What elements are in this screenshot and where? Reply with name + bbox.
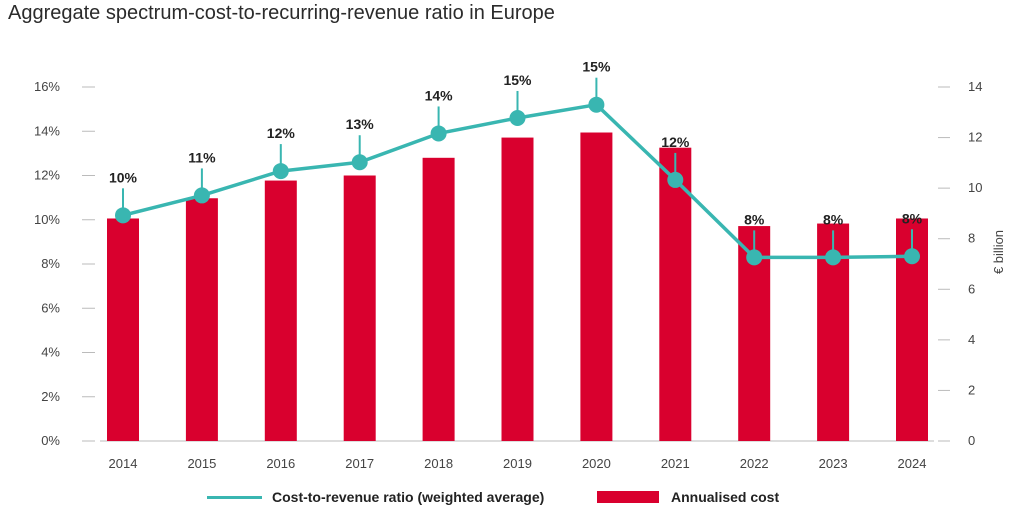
line-point	[193, 187, 210, 204]
bar	[264, 180, 297, 442]
left-tick-label: 0%	[41, 433, 60, 448]
bar	[343, 175, 376, 441]
line-point	[904, 248, 920, 265]
left-tick-label: 10%	[34, 212, 60, 227]
right-axis: 0 2 4 6 8 10 12 14	[938, 79, 982, 448]
x-tick-label: 2015	[187, 456, 216, 471]
x-tick-label: 2020	[582, 456, 611, 471]
legend-item-ratio: Cost-to-revenue ratio (weighted average)	[207, 486, 544, 508]
data-label: 8%	[902, 210, 923, 226]
legend-rect-swatch	[597, 491, 659, 503]
x-tick-label: 2017	[345, 456, 374, 471]
line-point	[667, 171, 684, 188]
x-tick-label: 2024	[898, 456, 927, 471]
legend-label-ratio: Cost-to-revenue ratio (weighted average)	[272, 489, 545, 505]
bar	[659, 147, 692, 441]
left-tick-label: 8%	[41, 256, 60, 271]
right-axis-label: € billion	[991, 230, 1006, 274]
bar	[107, 218, 139, 441]
line-point	[272, 163, 289, 180]
data-label: 12%	[267, 125, 296, 141]
line-point	[825, 249, 842, 266]
data-label: 10%	[109, 169, 138, 185]
left-tick-label: 6%	[41, 300, 60, 315]
bar	[185, 198, 218, 441]
line-point	[509, 109, 526, 126]
line-point	[430, 125, 447, 142]
left-tick-label: 4%	[41, 345, 60, 360]
right-tick-label: 8	[968, 231, 975, 246]
data-labels: 10% 11% 12% 13% 14% 15% 15% 12% 8% 8% 8%	[109, 59, 923, 228]
bar	[580, 132, 613, 441]
x-tick-label: 2016	[266, 456, 295, 471]
left-tick-label: 12%	[34, 168, 60, 183]
legend-item-cost: Annualised cost	[597, 486, 779, 508]
x-tick-label: 2019	[503, 456, 532, 471]
bar	[422, 157, 455, 442]
x-tick-label: 2022	[740, 456, 769, 471]
right-tick-label: 2	[968, 382, 975, 397]
right-tick-label: 6	[968, 281, 975, 296]
line-point	[351, 154, 368, 171]
x-tick-label: 2014	[109, 456, 138, 471]
right-tick-label: 14	[968, 79, 982, 94]
bar-series	[107, 132, 928, 442]
left-tick-label: 14%	[34, 123, 60, 138]
bar	[501, 137, 534, 442]
x-tick-label: 2023	[819, 456, 848, 471]
x-tick-label: 2021	[661, 456, 690, 471]
line-points	[115, 96, 920, 266]
data-label: 8%	[823, 211, 844, 227]
x-axis: 2014 2015 2016 2017 2018 2019 2020 2021 2022 2023…	[100, 440, 934, 471]
data-label: 8%	[744, 211, 765, 227]
data-label: 13%	[346, 116, 375, 132]
right-tick-label: 12	[968, 130, 982, 145]
legend-line-swatch	[207, 495, 262, 499]
line-point	[115, 207, 131, 224]
line-point	[746, 249, 763, 266]
left-tick-label: 16%	[34, 79, 60, 94]
x-tick-label: 2018	[424, 456, 453, 471]
data-label: 15%	[503, 72, 532, 88]
right-tick-label: 4	[968, 332, 975, 347]
left-tick-label: 2%	[41, 389, 60, 404]
data-label: 11%	[188, 149, 216, 165]
left-axis: 0% 2% 4% 6% 8% 10% 12% 14% 16%	[34, 79, 95, 448]
right-tick-label: 10	[968, 180, 982, 195]
line-point	[588, 96, 605, 113]
right-tick-label: 0	[968, 433, 975, 448]
data-label: 12%	[661, 134, 690, 150]
data-label: 15%	[582, 59, 611, 75]
data-label: 14%	[425, 87, 454, 103]
chart-title: Aggregate spectrum-cost-to-recurring-rev…	[8, 2, 555, 24]
legend-label-cost: Annualised cost	[671, 489, 780, 505]
